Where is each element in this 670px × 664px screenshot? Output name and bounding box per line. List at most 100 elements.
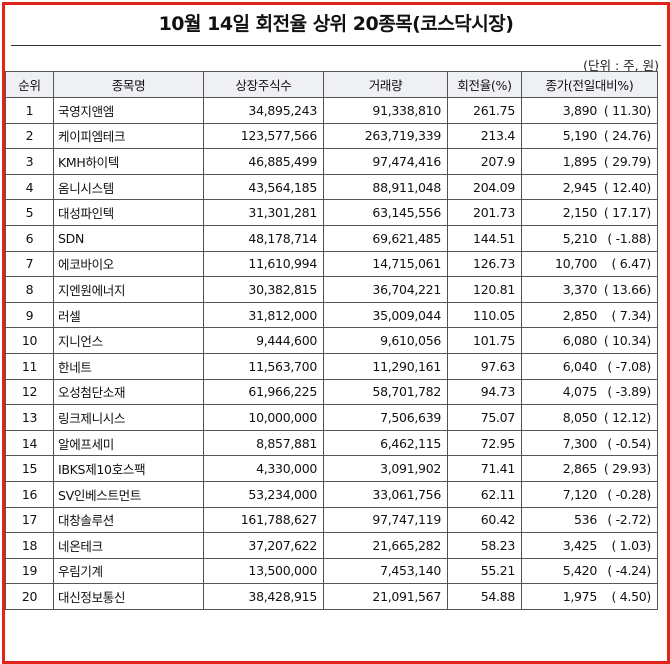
price-change: ( -4.24) <box>607 563 651 579</box>
volume-cell: 9,610,056 <box>323 327 448 354</box>
table-row: 2 케이피엠테크 123,577,566 263,719,339 213.4 5,190 (… <box>5 122 658 150</box>
close-price: 5,190 <box>562 128 598 144</box>
listed-shares-cell: 11,610,994 <box>203 250 324 278</box>
volume-cell: 33,061,756 <box>323 480 448 508</box>
price-change: ( 6.47) <box>611 256 652 272</box>
stock-name-cell: 에코바이오 <box>53 250 204 278</box>
rank-cell: 19 <box>5 557 54 585</box>
close-price-cell: 2,850 ( 7.34) <box>521 301 658 329</box>
turnover-cell: 101.75 <box>447 327 522 354</box>
close-price: 1,895 <box>562 153 598 169</box>
volume-cell: 88,911,048 <box>323 173 448 201</box>
listed-shares-cell: 13,500,000 <box>203 557 324 585</box>
volume-cell: 7,453,140 <box>323 557 448 585</box>
price-change: ( 4.50) <box>611 589 652 605</box>
table-row: 17 대창솔루션 161,788,627 97,747,119 60.42 536 ( -2… <box>5 506 658 534</box>
rank-cell: 4 <box>5 173 54 201</box>
close-price-cell: 3,425 ( 1.03) <box>521 532 658 559</box>
rank-cell: 12 <box>5 378 54 406</box>
volume-cell: 3,091,902 <box>323 455 448 482</box>
turnover-cell: 75.07 <box>447 404 522 431</box>
stock-name-cell: IBKS제10호스팩 <box>53 455 204 482</box>
volume-cell: 21,091,567 <box>323 583 448 610</box>
close-price-cell: 6,080 ( 10.34) <box>521 327 658 354</box>
turnover-cell: 207.9 <box>447 148 522 175</box>
close-price: 3,370 <box>562 281 598 297</box>
price-change: ( -7.08) <box>607 358 651 374</box>
listed-shares-cell: 53,234,000 <box>203 480 324 508</box>
stock-name-cell: 링크제니시스 <box>53 404 204 431</box>
close-price: 10,700 <box>555 256 597 272</box>
rank-cell: 7 <box>5 250 54 278</box>
table-row: 19 우림기계 13,500,000 7,453,140 55.21 5,420 ( -4.… <box>5 557 658 585</box>
table-row: 10 지니언스 9,444,600 9,610,056 101.75 6,080 ( 10.… <box>5 327 658 354</box>
stock-name-cell: SV인베스트먼트 <box>53 480 204 508</box>
listed-shares-cell: 11,563,700 <box>203 352 324 380</box>
listed-shares-cell: 10,000,000 <box>203 404 324 431</box>
close-price: 2,850 <box>562 307 598 323</box>
volume-cell: 36,704,221 <box>323 276 448 303</box>
price-change: ( 12.12) <box>603 409 651 425</box>
volume-cell: 97,474,416 <box>323 148 448 175</box>
stock-name-cell: 지엔원에너지 <box>53 276 204 303</box>
rank-cell: 5 <box>5 199 54 226</box>
stock-name-cell: 옴니시스템 <box>53 173 204 201</box>
table-row: 11 한네트 11,563,700 11,290,161 97.63 6,040 ( -7.… <box>5 352 658 380</box>
rank-cell: 10 <box>5 327 54 354</box>
table-row: 16 SV인베스트먼트 53,234,000 33,061,756 62.11 7,120… <box>5 480 658 508</box>
close-price-cell: 2,865 ( 29.93) <box>521 455 658 482</box>
price-change: ( -1.88) <box>607 230 651 246</box>
close-price: 6,040 <box>562 358 598 374</box>
header-turnover: 회전율(%) <box>447 71 522 98</box>
listed-shares-cell: 31,812,000 <box>203 301 324 329</box>
close-price-cell: 5,210 ( -1.88) <box>521 224 658 252</box>
close-price-cell: 2,945 ( 12.40) <box>521 173 658 201</box>
stock-name-cell: SDN <box>53 224 204 252</box>
price-change: ( 29.79) <box>603 153 651 169</box>
close-price-cell: 536 ( -2.72) <box>521 506 658 534</box>
table-body: 1 국영지앤엠 34,895,243 91,338,810 261.75 3,890 ( 1… <box>5 97 658 610</box>
volume-cell: 21,665,282 <box>323 532 448 559</box>
turnover-cell: 54.88 <box>447 583 522 610</box>
stock-name-cell: 대창솔루션 <box>53 506 204 534</box>
price-change: ( -2.72) <box>607 512 651 528</box>
close-price-cell: 7,120 ( -0.28) <box>521 480 658 508</box>
turnover-cell: 144.51 <box>447 224 522 252</box>
close-price: 4,075 <box>562 384 598 400</box>
listed-shares-cell: 31,301,281 <box>203 199 324 226</box>
close-price-cell: 1,895 ( 29.79) <box>521 148 658 175</box>
close-price-cell: 3,370 ( 13.66) <box>521 276 658 303</box>
turnover-cell: 72.95 <box>447 429 522 457</box>
turnover-cell: 120.81 <box>447 276 522 303</box>
stock-name-cell: 대성파인텍 <box>53 199 204 226</box>
stock-name-cell: 대신정보통신 <box>53 583 204 610</box>
turnover-cell: 110.05 <box>447 301 522 329</box>
close-price-cell: 4,075 ( -3.89) <box>521 378 658 406</box>
title-divider <box>11 45 661 46</box>
stock-name-cell: 러셀 <box>53 301 204 329</box>
close-price: 2,150 <box>562 205 598 221</box>
close-price: 8,050 <box>562 409 598 425</box>
close-price: 7,300 <box>562 435 598 451</box>
volume-cell: 69,621,485 <box>323 224 448 252</box>
volume-cell: 14,715,061 <box>323 250 448 278</box>
stock-name-cell: 네온테크 <box>53 532 204 559</box>
rank-cell: 1 <box>5 97 54 124</box>
close-price: 5,210 <box>562 230 598 246</box>
listed-shares-cell: 4,330,000 <box>203 455 324 482</box>
turnover-cell: 58.23 <box>447 532 522 559</box>
turnover-cell: 126.73 <box>447 250 522 278</box>
price-change: ( 13.66) <box>603 281 651 297</box>
table-row: 8 지엔원에너지 30,382,815 36,704,221 120.81 3,370 ( … <box>5 276 658 303</box>
listed-shares-cell: 34,895,243 <box>203 97 324 124</box>
table-row: 5 대성파인텍 31,301,281 63,145,556 201.73 2,150 ( 1… <box>5 199 658 226</box>
turnover-table: 순위 종목명 상장주식수 거래량 회전율(%) 종가(전일대비%) 1 국영지앤엠… <box>5 71 658 610</box>
price-change: ( 1.03) <box>611 537 652 553</box>
header-rank: 순위 <box>5 71 54 98</box>
price-change: ( -0.28) <box>607 486 651 502</box>
close-price-cell: 1,975 ( 4.50) <box>521 583 658 610</box>
close-price: 2,865 <box>562 461 598 477</box>
table-row: 4 옴니시스템 43,564,185 88,911,048 204.09 2,945 ( 1… <box>5 173 658 201</box>
rank-cell: 14 <box>5 429 54 457</box>
turnover-cell: 71.41 <box>447 455 522 482</box>
